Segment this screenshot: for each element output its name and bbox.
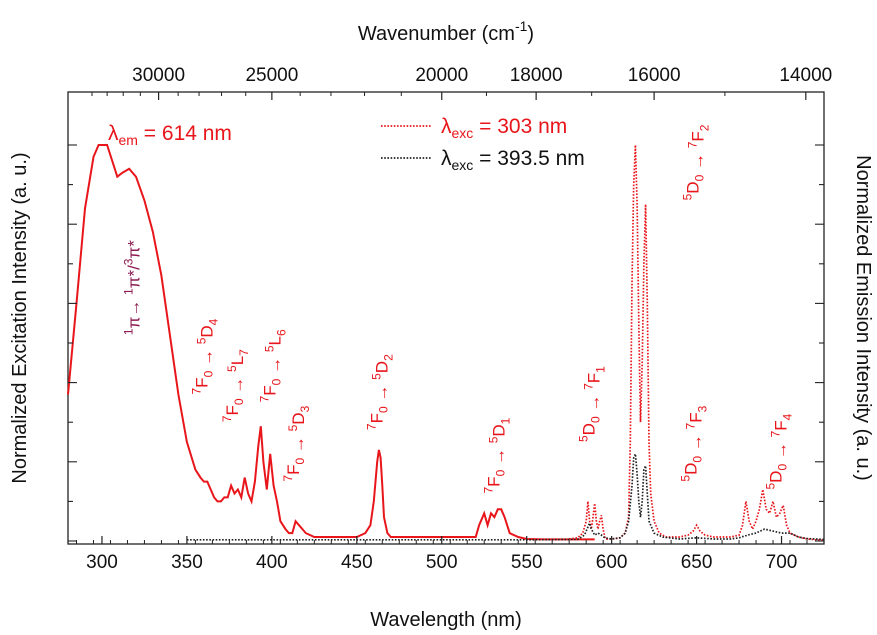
x2-tick-label: 14000: [779, 65, 832, 86]
annotation-10: 5D0 → 7F4: [764, 413, 795, 489]
x2-tick-label: 25000: [245, 65, 298, 86]
x-tick-label: 300: [86, 552, 118, 573]
x2-tick-label: 20000: [415, 65, 468, 86]
x-tick-label: 550: [511, 552, 543, 573]
side-axes: [68, 144, 824, 542]
annotation-8: 5D0 → 7F2: [680, 124, 711, 200]
series-line-1: [569, 144, 825, 542]
annotation-6: 7F0 → 5D1: [482, 417, 513, 493]
annotation-7: 5D0 → 7F1: [577, 366, 608, 442]
legend-label: λexc = 393.5 nm: [441, 147, 585, 173]
annotation-5: 7F0 → 5D2: [364, 354, 395, 430]
x-tick-label: 350: [171, 552, 203, 573]
x-axis-title: Wavelength (nm): [370, 609, 522, 631]
x-tick-label: 650: [681, 552, 713, 573]
annotation-0: 1π→ 1π*/3π*: [121, 240, 143, 335]
top-axis: 30000 25000 20000 18000 16000 14000: [91, 65, 832, 100]
legend-label: λexc = 303 nm: [441, 115, 567, 141]
x-tick-label: 400: [256, 552, 288, 573]
series-line-0: [67, 144, 595, 541]
legend: λexc = 303 nm λexc = 393.5 nm: [381, 115, 585, 173]
series-layer: [67, 144, 825, 542]
emission-wavelength-label: λem = 614 nm: [108, 122, 232, 148]
bottom-axis: 300 350 400 450 500 550 600 650 700: [75, 536, 808, 573]
annotation-4: 7F0 → 5D3: [281, 405, 312, 481]
x-tick-label: 600: [596, 552, 628, 573]
x2-tick-label: 16000: [628, 65, 681, 86]
y-axis-title-left: Normalized Excitation Intensity (a. u.): [9, 152, 31, 483]
annotation-3: 7F0 → 5L6: [257, 329, 288, 402]
annotation-1: 7F0 → 5D4: [189, 318, 220, 394]
x-tick-label: 450: [341, 552, 373, 573]
plot-frame: [67, 91, 825, 545]
annotation-9: 5D0 → 7F3: [679, 405, 710, 481]
y-axis-title-right: Normalized Emission Intensity (a. u.): [852, 155, 874, 481]
x-tick-label: 700: [766, 552, 798, 573]
top-axis-title: Wavenumber (cm-1): [358, 18, 534, 45]
x2-tick-label: 30000: [132, 65, 185, 86]
x-tick-label: 500: [426, 552, 458, 573]
annotation-2: 7F0 → 5L7: [220, 349, 251, 422]
x2-tick-label: 18000: [510, 65, 563, 86]
